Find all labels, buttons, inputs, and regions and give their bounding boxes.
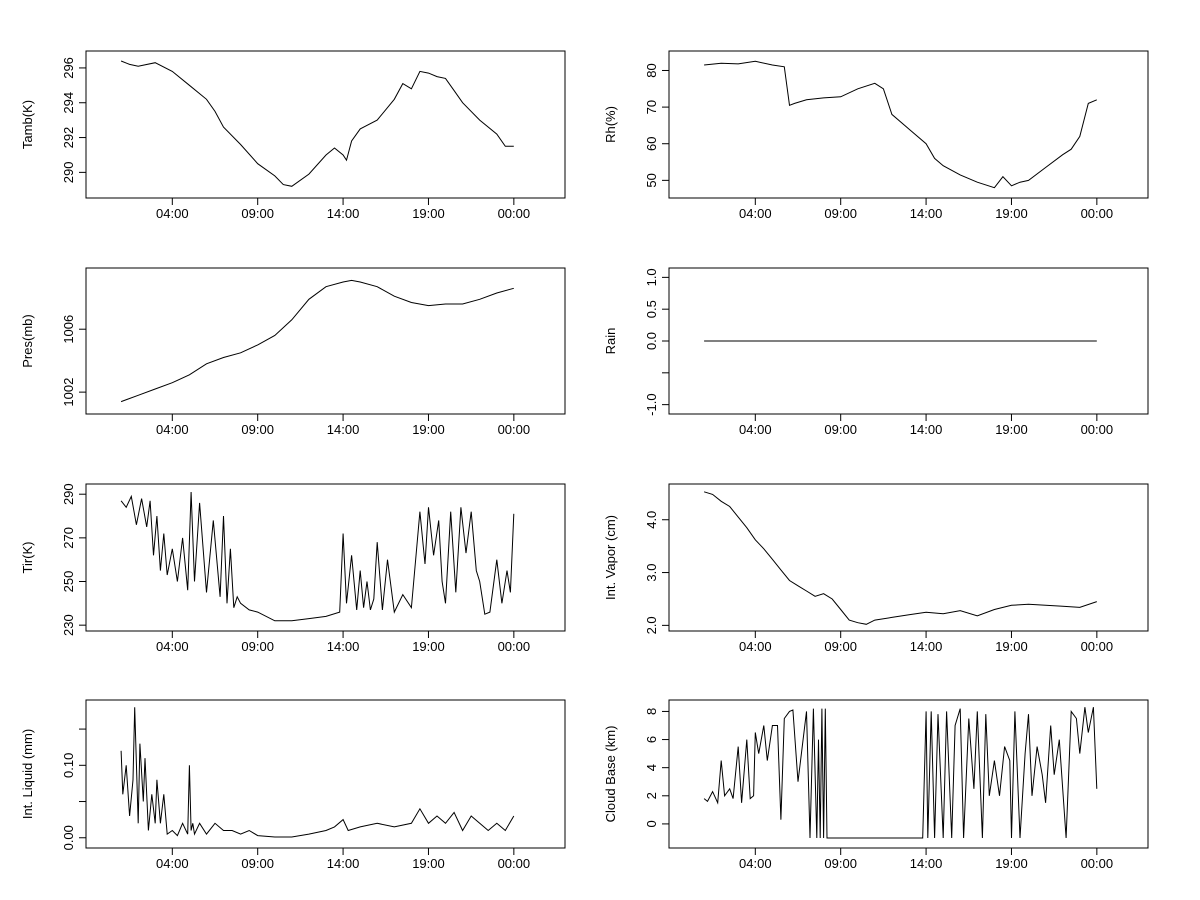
rain-ytick-label: 0.0 (644, 332, 659, 350)
cloudbase-ytick-label: 8 (644, 708, 659, 715)
cloudbase-ylabel: Cloud Base (km) (603, 726, 618, 823)
tir-plot-frame (85, 483, 566, 632)
rain-xtick-label: 19:00 (995, 422, 1028, 437)
tir-ytick-label: 250 (61, 571, 76, 593)
tamb-xtick-label: 14:00 (327, 206, 360, 221)
panel-vapor: 04:00 09:00 14:00 19:00 00:00 2.0 3.0 4.0 Int. V… (603, 483, 1149, 654)
cloudbase-xtick-label: 00:00 (1081, 856, 1114, 871)
vapor-ytick-label: 2.0 (644, 616, 659, 634)
rain-ylabel: Rain (603, 328, 618, 355)
pres-series-line (120, 279, 514, 403)
pres-xtick-label: 04:00 (156, 422, 189, 437)
tir-series-line (120, 491, 515, 622)
rh-series-line (704, 60, 1097, 189)
liquid-ylabel: Int. Liquid (mm) (20, 729, 35, 819)
tamb-ytick-label: 294 (61, 92, 76, 114)
pres-ylabel: Pres(mb) (20, 314, 35, 367)
panel-pres: 04:00 09:00 14:00 19:00 00:00 1002 1006 Pres(mb… (20, 267, 566, 437)
tamb-plot-frame (85, 50, 566, 199)
rh-ytick-label: 80 (644, 63, 659, 77)
tir-ytick-label: 230 (61, 614, 76, 636)
cloudbase-xtick-label: 04:00 (739, 856, 772, 871)
liquid-xtick-label: 04:00 (156, 856, 189, 871)
tir-xtick-label: 19:00 (412, 639, 445, 654)
vapor-xtick-label: 00:00 (1081, 639, 1114, 654)
cloudbase-ytick-label: 4 (644, 764, 659, 771)
tamb-ytick-label: 290 (61, 162, 76, 184)
tir-ytick-label: 290 (61, 483, 76, 505)
vapor-ylabel: Int. Vapor (cm) (603, 515, 618, 600)
rh-ytick-label: 70 (644, 100, 659, 114)
liquid-xtick-label: 09:00 (241, 856, 274, 871)
tir-ylabel: Tir(K) (20, 541, 35, 573)
tamb-xtick-label: 19:00 (412, 206, 445, 221)
rh-xtick-label: 14:00 (910, 206, 943, 221)
panel-tir: 04:00 09:00 14:00 19:00 00:00 230 250 270 290 Tir… (20, 483, 566, 654)
rh-xtick-label: 09:00 (824, 206, 857, 221)
rh-plot-frame (668, 50, 1149, 199)
liquid-ytick-label: 0.10 (61, 753, 76, 778)
pres-xtick-label: 14:00 (327, 422, 360, 437)
tamb-ytick-label: 292 (61, 127, 76, 149)
rh-xtick-label: 04:00 (739, 206, 772, 221)
tamb-xtick-label: 00:00 (498, 206, 531, 221)
rh-ylabel: Rh(%) (603, 106, 618, 143)
rain-ytick-label: 0.5 (644, 300, 659, 318)
cloudbase-ytick-label: 2 (644, 792, 659, 799)
vapor-xtick-label: 09:00 (824, 639, 857, 654)
rh-xtick-label: 00:00 (1081, 206, 1114, 221)
tir-xtick-label: 09:00 (241, 639, 274, 654)
rh-xtick-label: 19:00 (995, 206, 1028, 221)
rain-xtick-label: 00:00 (1081, 422, 1114, 437)
liquid-xtick-label: 00:00 (498, 856, 531, 871)
vapor-xtick-label: 19:00 (995, 639, 1028, 654)
vapor-series-line (703, 491, 1097, 625)
rain-xtick-label: 09:00 (824, 422, 857, 437)
vapor-plot-frame (668, 483, 1149, 632)
cloudbase-xtick-label: 19:00 (995, 856, 1028, 871)
cloudbase-ytick-label: 0 (644, 820, 659, 827)
liquid-ytick-label: 0.00 (61, 825, 76, 850)
liquid-xtick-label: 19:00 (412, 856, 445, 871)
cloudbase-series-line (703, 707, 1098, 839)
tamb-xtick-label: 09:00 (241, 206, 274, 221)
liquid-series-line (120, 707, 515, 838)
tir-xtick-label: 04:00 (156, 639, 189, 654)
liquid-xtick-label: 14:00 (327, 856, 360, 871)
tir-xtick-label: 14:00 (327, 639, 360, 654)
pres-ytick-label: 1006 (61, 315, 76, 344)
tir-ytick-label: 270 (61, 527, 76, 549)
tamb-series-line (120, 60, 514, 187)
vapor-xtick-label: 14:00 (910, 639, 943, 654)
tamb-ylabel: Tamb(K) (20, 100, 35, 149)
panel-tamb: 04:00 09:00 14:00 19:00 00:00 290 292 294 296 Tam… (20, 50, 566, 221)
pres-xtick-label: 19:00 (412, 422, 445, 437)
panel-rain: 04:00 09:00 14:00 19:00 00:00 -1.0 0.0 0.5 1.0 Ra… (603, 267, 1149, 437)
tir-xtick-label: 00:00 (498, 639, 531, 654)
cloudbase-xtick-label: 09:00 (824, 856, 857, 871)
tamb-xtick-label: 04:00 (156, 206, 189, 221)
cloudbase-ytick-label: 6 (644, 736, 659, 743)
pres-ytick-label: 1002 (61, 378, 76, 407)
panel-liquid: 04:00 09:00 14:00 19:00 00:00 0.00 0.10 Int. Li… (20, 699, 566, 871)
rh-ytick-label: 50 (644, 173, 659, 187)
vapor-ytick-label: 3.0 (644, 564, 659, 582)
panel-cloudbase: 04:00 09:00 14:00 19:00 00:00 0 2 4 6 8 Cloud Base… (603, 699, 1149, 871)
cloudbase-plot-frame (668, 699, 1149, 849)
liquid-plot-frame (85, 699, 566, 849)
rh-ytick-label: 60 (644, 136, 659, 150)
rain-xtick-label: 04:00 (739, 422, 772, 437)
panel-rh: 04:00 09:00 14:00 19:00 00:00 50 60 70 80 Rh(%) (603, 50, 1149, 221)
rain-ytick-label: 1.0 (644, 268, 659, 286)
tamb-ytick-label: 296 (61, 57, 76, 79)
pres-plot-frame (85, 267, 566, 415)
rain-ytick-label: -1.0 (644, 393, 659, 415)
vapor-xtick-label: 04:00 (739, 639, 772, 654)
pres-xtick-label: 09:00 (241, 422, 274, 437)
pres-xtick-label: 00:00 (498, 422, 531, 437)
vapor-ytick-label: 4.0 (644, 511, 659, 529)
rain-xtick-label: 14:00 (910, 422, 943, 437)
cloudbase-xtick-label: 14:00 (910, 856, 943, 871)
